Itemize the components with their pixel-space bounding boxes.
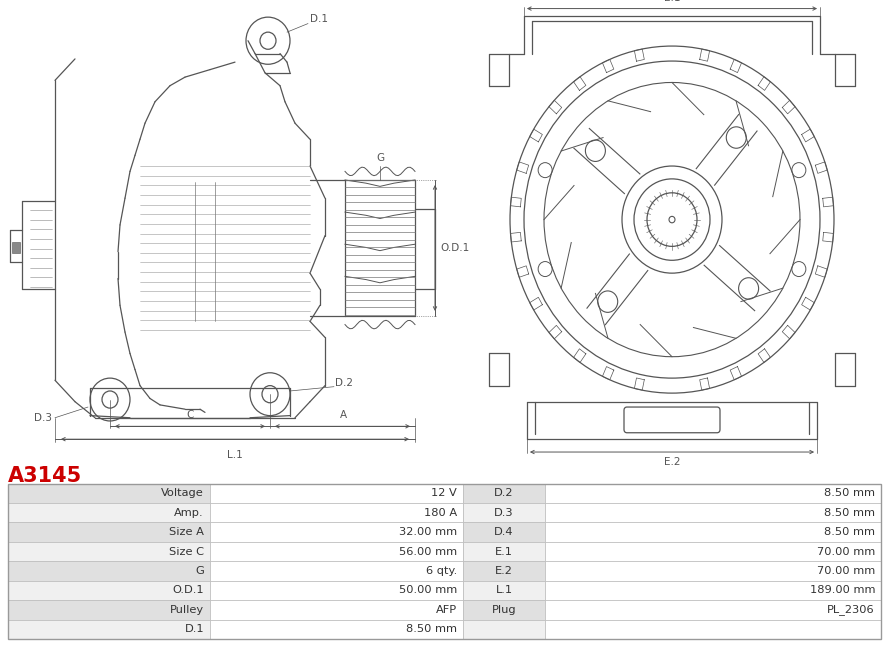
Text: 32.00 mm: 32.00 mm [399, 527, 457, 537]
Text: 8.50 mm: 8.50 mm [824, 488, 875, 498]
Bar [12, 242, 20, 253]
Text: 189.00 mm: 189.00 mm [810, 586, 875, 595]
Text: Voltage: Voltage [161, 488, 204, 498]
Text: E.2: E.2 [664, 457, 680, 467]
Bar [8, 542, 210, 561]
Bar [8, 561, 210, 581]
Bar [210, 522, 463, 542]
Text: 180 A: 180 A [424, 508, 457, 518]
Text: A3145: A3145 [8, 466, 83, 486]
Bar [210, 484, 463, 503]
Text: D.2: D.2 [335, 378, 353, 388]
Bar [463, 581, 545, 600]
Text: O.D.1: O.D.1 [440, 243, 469, 253]
Text: 70.00 mm: 70.00 mm [817, 566, 875, 576]
Text: Size A: Size A [169, 527, 204, 537]
Text: D.3: D.3 [34, 413, 52, 422]
Bar [545, 620, 881, 639]
Text: E.1: E.1 [664, 0, 680, 3]
Bar [210, 620, 463, 639]
Text: 12 V: 12 V [431, 488, 457, 498]
Text: 8.50 mm: 8.50 mm [406, 624, 457, 634]
Bar [463, 503, 545, 522]
Text: O.D.1: O.D.1 [172, 586, 204, 595]
Bar [8, 600, 210, 620]
Text: PL_2306: PL_2306 [828, 605, 875, 615]
Text: C: C [187, 410, 194, 420]
Text: Amp.: Amp. [174, 508, 204, 518]
Text: AFP: AFP [436, 605, 457, 615]
Text: D.4: D.4 [494, 527, 514, 537]
Bar [545, 542, 881, 561]
Bar [8, 503, 210, 522]
Bar [463, 561, 545, 581]
Bar [210, 581, 463, 600]
Text: D.3: D.3 [494, 508, 514, 518]
Text: D.2: D.2 [494, 488, 514, 498]
Text: L.1: L.1 [227, 450, 243, 460]
Bar [463, 600, 545, 620]
Bar [8, 484, 210, 503]
Bar [545, 600, 881, 620]
Bar [210, 503, 463, 522]
Text: E.2: E.2 [495, 566, 513, 576]
Bar [545, 522, 881, 542]
Bar [8, 522, 210, 542]
Bar [463, 542, 545, 561]
Text: D.1: D.1 [184, 624, 204, 634]
Text: 70.00 mm: 70.00 mm [817, 547, 875, 557]
Text: Size C: Size C [169, 547, 204, 557]
Text: Pulley: Pulley [170, 605, 204, 615]
Bar [8, 581, 210, 600]
Bar [545, 581, 881, 600]
Bar [545, 484, 881, 503]
Text: Plug: Plug [492, 605, 517, 615]
Bar [8, 484, 881, 639]
Bar [545, 503, 881, 522]
Text: E.1: E.1 [495, 547, 513, 557]
Text: 6 qty.: 6 qty. [426, 566, 457, 576]
Bar [545, 561, 881, 581]
Text: 56.00 mm: 56.00 mm [399, 547, 457, 557]
Bar [210, 600, 463, 620]
Text: 50.00 mm: 50.00 mm [399, 586, 457, 595]
Text: 8.50 mm: 8.50 mm [824, 508, 875, 518]
Bar [463, 522, 545, 542]
Text: A: A [340, 410, 347, 420]
Bar [210, 542, 463, 561]
Text: D.1: D.1 [310, 14, 328, 24]
Bar [463, 620, 545, 639]
Text: G: G [376, 153, 384, 163]
Bar [463, 484, 545, 503]
Text: L.1: L.1 [495, 586, 513, 595]
Text: G: G [196, 566, 204, 576]
Bar [210, 561, 463, 581]
Bar [8, 620, 210, 639]
Text: 8.50 mm: 8.50 mm [824, 527, 875, 537]
